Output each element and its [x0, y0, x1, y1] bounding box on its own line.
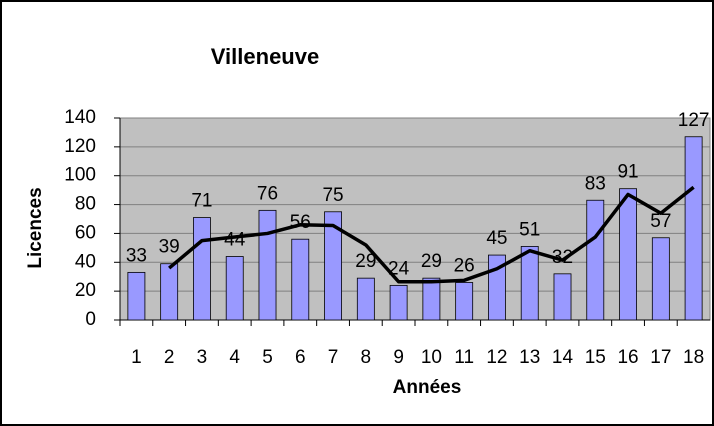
data-label: 29 [421, 251, 442, 272]
x-tick-label: 16 [617, 347, 638, 368]
data-label: 56 [290, 212, 311, 233]
data-label: 51 [519, 219, 540, 240]
bar [651, 237, 670, 321]
bar [619, 188, 637, 321]
y-tick-label: 80 [75, 194, 96, 215]
bar [422, 277, 441, 321]
bar [684, 136, 703, 321]
x-tick-label: 9 [393, 347, 404, 368]
line [168, 185, 695, 284]
x-tick-label: 7 [328, 347, 339, 368]
x-tick-label: 10 [421, 347, 442, 368]
x-tick-label: 3 [197, 347, 208, 368]
x-tick-label: 8 [361, 347, 372, 368]
plot-area [119, 117, 711, 321]
bar [258, 209, 277, 321]
data-label: 32 [552, 247, 573, 268]
bar [193, 217, 211, 321]
x-tick-label: 2 [164, 347, 175, 368]
bar [356, 277, 375, 321]
data-label: 45 [486, 228, 507, 249]
data-label: 83 [585, 173, 606, 194]
bar [160, 263, 179, 321]
data-label: 24 [388, 258, 410, 279]
y-tick-label: 40 [75, 251, 96, 272]
bar [324, 211, 342, 321]
data-label: 91 [617, 162, 638, 183]
bar [225, 256, 244, 321]
x-tick-label: 11 [454, 347, 474, 368]
x-tick-label: 18 [683, 347, 704, 368]
bar [127, 271, 146, 321]
data-label: 33 [126, 245, 147, 266]
y-tick-label: 0 [85, 309, 96, 330]
data-label: 57 [650, 211, 671, 232]
x-tick-label: 1 [131, 347, 142, 368]
bar [455, 282, 474, 321]
data-label: 29 [355, 251, 376, 272]
x-tick-label: 17 [650, 347, 671, 368]
y-tick-label: 60 [75, 222, 96, 243]
x-tick-label: 12 [486, 347, 507, 368]
data-label: 127 [678, 110, 710, 131]
bar [389, 284, 408, 321]
chart-title: Villeneuve [211, 44, 319, 69]
bar [553, 273, 572, 321]
x-tick-label: 6 [295, 347, 306, 368]
x-tick-label: 14 [552, 347, 574, 368]
data-label: 26 [454, 256, 475, 277]
y-tick-label: 140 [64, 107, 96, 128]
x-tick-label: 13 [519, 347, 540, 368]
x-axis-label: Années [393, 377, 462, 398]
data-label: 76 [257, 183, 278, 204]
data-label: 71 [191, 191, 212, 212]
y-tick-label: 120 [64, 136, 96, 157]
data-label: 44 [224, 230, 246, 251]
data-label: 39 [159, 237, 180, 258]
x-tick-label: 15 [585, 347, 606, 368]
y-tick-label: 20 [75, 280, 96, 301]
y-axis-label: Licences [25, 187, 46, 268]
y-tick-label: 100 [64, 165, 96, 186]
x-tick-label: 4 [229, 347, 240, 368]
x-tick-label: 5 [262, 347, 273, 368]
bar [586, 199, 605, 321]
data-label: 75 [322, 185, 343, 206]
bar [291, 238, 310, 321]
bar [520, 246, 539, 321]
